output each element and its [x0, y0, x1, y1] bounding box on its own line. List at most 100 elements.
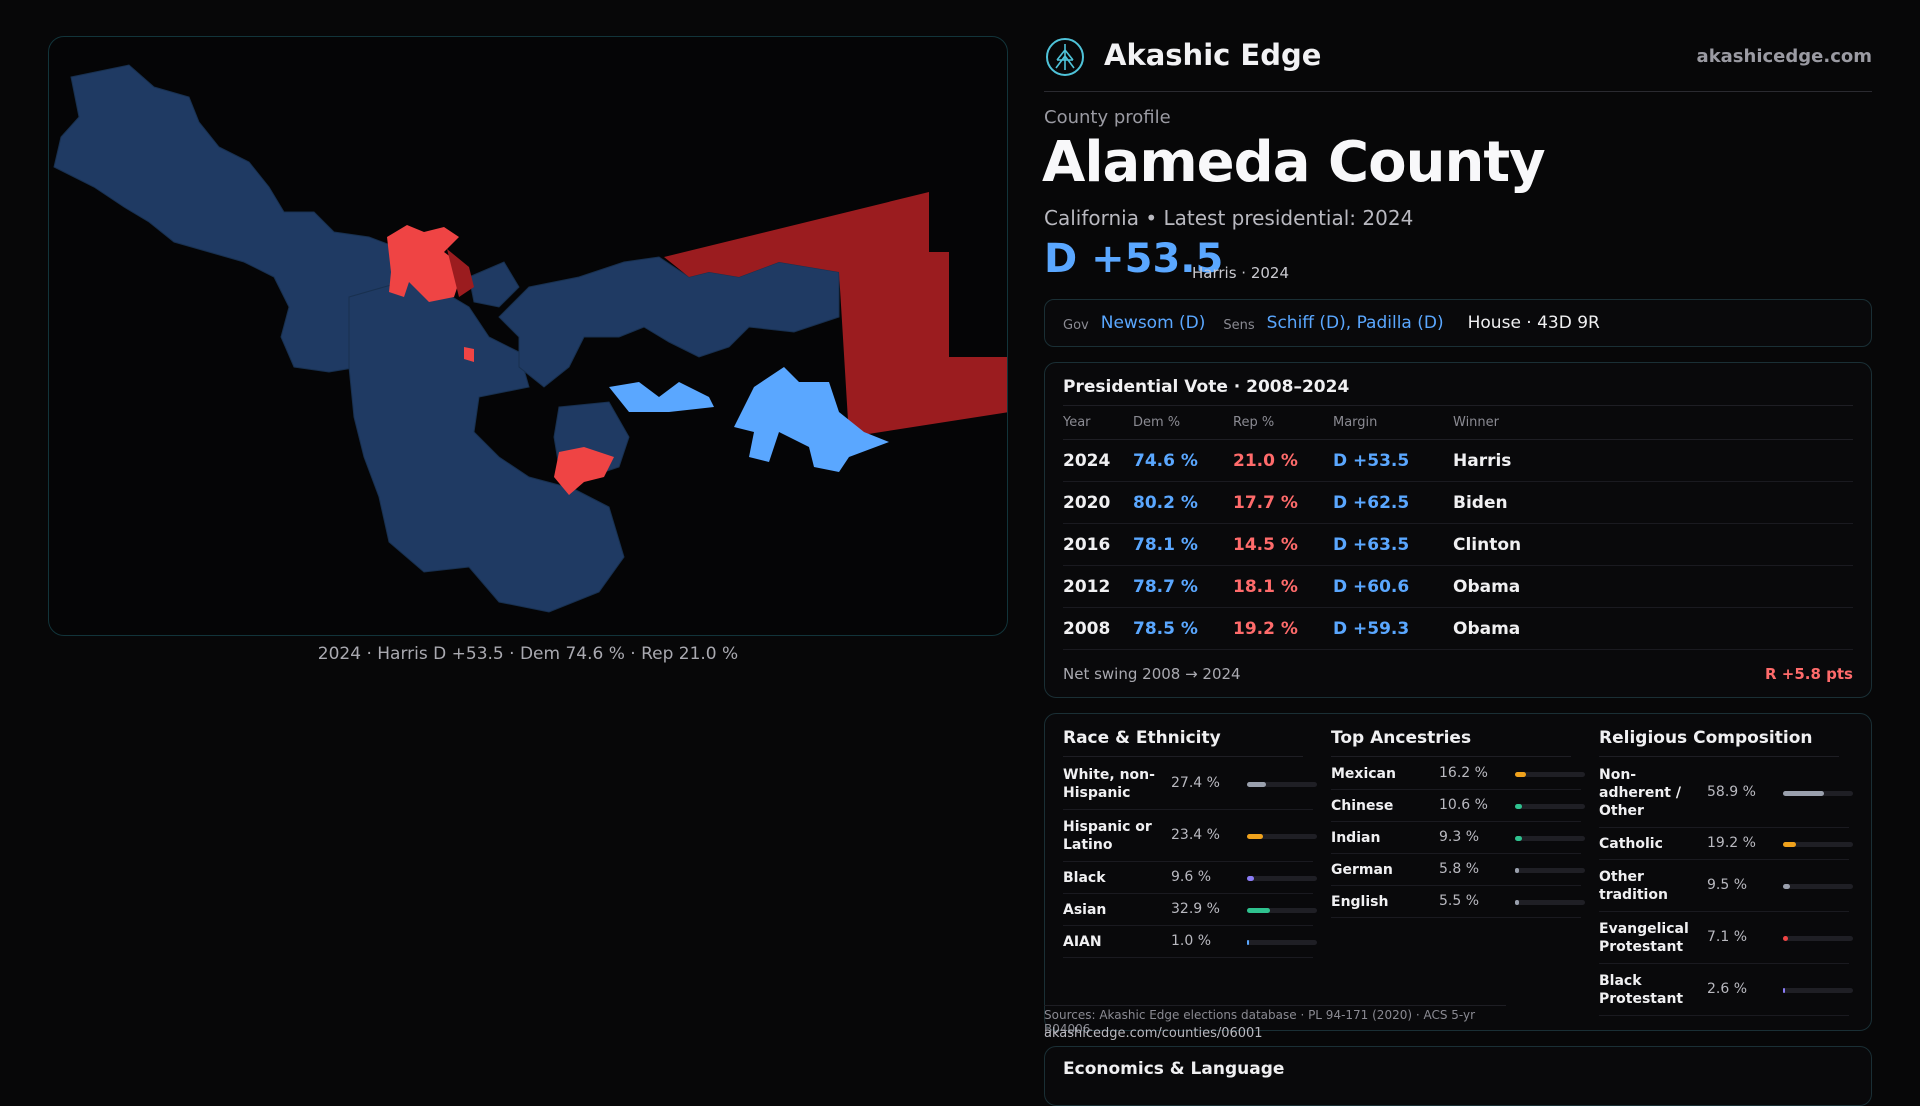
- latest-margin: D +53.5: [1044, 236, 1224, 282]
- demographic-label: Indian: [1331, 830, 1381, 846]
- tree-of-life-icon[interactable]: [1044, 36, 1086, 78]
- precinct-region-hills[interactable]: [468, 261, 520, 308]
- demographic-percent: 27.4 %: [1171, 775, 1220, 791]
- governor-value: Newsom (D): [1100, 313, 1206, 333]
- cell-dem: 80.2 %: [1133, 481, 1233, 524]
- demographic-label: Black Protestant: [1599, 973, 1684, 1007]
- cell-winner: Clinton: [1453, 523, 1853, 566]
- cell-year: 2024: [1063, 439, 1133, 482]
- demographic-bar-fill: [1783, 790, 1825, 796]
- cell-margin: D +63.5: [1333, 523, 1453, 566]
- demographic-percent: 9.6 %: [1171, 869, 1212, 885]
- demographic-bar-fill: [1247, 907, 1271, 913]
- net-swing-label: Net swing 2008 → 2024: [1063, 665, 1241, 683]
- demographic-bar-fill: [1515, 803, 1523, 809]
- site-domain-link[interactable]: akashicedge.com: [1696, 46, 1872, 67]
- precinct-region-east[interactable]: [498, 256, 840, 388]
- demographic-label: English: [1331, 894, 1389, 910]
- precinct-region-central[interactable]: [348, 276, 625, 613]
- demographic-row: Black 9.6 %: [1063, 862, 1317, 894]
- demographic-bar-track: [1515, 835, 1585, 841]
- col-margin: Margin: [1333, 405, 1453, 440]
- page-title: Alameda County: [1042, 130, 1546, 195]
- demographic-bar-track: [1783, 935, 1853, 941]
- demographic-row: Indian 9.3 %: [1331, 822, 1585, 854]
- demographic-label: Evangelical Protestant: [1599, 921, 1689, 955]
- precinct-region-rep-east[interactable]: [664, 192, 1008, 437]
- demographic-bar-track: [1247, 781, 1317, 787]
- demographic-row: Chinese 10.6 %: [1331, 790, 1585, 822]
- precinct-region-rep-north[interactable]: [387, 225, 464, 302]
- demographic-row: Asian 32.9 %: [1063, 894, 1317, 926]
- precinct-region-dem-light-1[interactable]: [609, 382, 714, 412]
- table-row: 2020 80.2 % 17.7 % D +62.5 Biden: [1063, 481, 1853, 524]
- demographic-percent: 5.5 %: [1439, 893, 1480, 909]
- demographic-bar-track: [1247, 939, 1317, 945]
- cell-rep: 17.7 %: [1233, 481, 1333, 524]
- race-title: Race & Ethnicity: [1063, 728, 1221, 748]
- site-header: Akashic Edge akashicedge.com: [1044, 36, 1872, 92]
- cell-rep: 18.1 %: [1233, 565, 1333, 608]
- demographic-row: German 5.8 %: [1331, 854, 1585, 886]
- cell-year: 2020: [1063, 481, 1133, 524]
- table-header-row: Year Dem % Rep % Margin Winner: [1063, 405, 1853, 440]
- demographic-bar-fill: [1515, 867, 1520, 873]
- cell-rep: 14.5 %: [1233, 523, 1333, 566]
- precinct-region-rep-mid[interactable]: [464, 347, 474, 362]
- demographic-bar-track: [1515, 771, 1585, 777]
- col-winner: Winner: [1453, 405, 1853, 440]
- demographic-bar-fill: [1247, 781, 1267, 787]
- demographic-percent: 32.9 %: [1171, 901, 1220, 917]
- demographic-row: Catholic 19.2 %: [1599, 828, 1853, 860]
- cell-margin: D +53.5: [1333, 439, 1453, 482]
- demographic-bar-track: [1247, 833, 1317, 839]
- presidential-vote-card: Presidential Vote · 2008–2024 Year Dem %…: [1044, 362, 1872, 698]
- demographic-label: Non-adherent / Other: [1599, 767, 1681, 819]
- demographic-label: White, non-Hispanic: [1063, 767, 1155, 801]
- demographic-percent: 9.5 %: [1707, 877, 1748, 893]
- precinct-map-svg: [53, 64, 1008, 613]
- demographic-percent: 1.0 %: [1171, 933, 1212, 949]
- ancestry-title: Top Ancestries: [1331, 728, 1472, 748]
- demographic-bar-fill: [1247, 875, 1254, 881]
- demographic-label: Hispanic or Latino: [1063, 819, 1152, 853]
- demographic-percent: 23.4 %: [1171, 827, 1220, 843]
- senators-key: Sens: [1223, 317, 1255, 333]
- county-precinct-map[interactable]: [48, 36, 1008, 636]
- demographic-percent: 10.6 %: [1439, 797, 1488, 813]
- demographic-percent: 16.2 %: [1439, 765, 1488, 781]
- demographic-row: Hispanic or Latino 23.4 %: [1063, 810, 1317, 862]
- demographic-bar-track: [1515, 899, 1585, 905]
- demographic-bar-track: [1783, 883, 1853, 889]
- precinct-region-dem-light-2[interactable]: [734, 367, 889, 472]
- demographic-bar-track: [1247, 907, 1317, 913]
- senators-value: Schiff (D), Padilla (D): [1266, 313, 1444, 333]
- demographic-row: White, non-Hispanic 27.4 %: [1063, 758, 1317, 810]
- demographic-label: Black: [1063, 870, 1106, 886]
- demographic-label: Mexican: [1331, 766, 1396, 782]
- county-subtitle: California • Latest presidential: 2024: [1044, 206, 1414, 230]
- demographic-label: Catholic: [1599, 836, 1663, 852]
- cell-year: 2016: [1063, 523, 1133, 566]
- demographics-card: Race & Ethnicity White, non-Hispanic 27.4…: [1044, 713, 1872, 1031]
- demographic-bar-track: [1515, 803, 1585, 809]
- source-url-link[interactable]: akashicedge.com/counties/06001: [1044, 1026, 1263, 1041]
- demographic-label: Other tradition: [1599, 869, 1668, 903]
- demographic-bar-fill: [1783, 841, 1797, 847]
- demographic-bar-fill: [1783, 883, 1790, 889]
- table-row: 2016 78.1 % 14.5 % D +63.5 Clinton: [1063, 523, 1853, 566]
- demographic-bar-fill: [1247, 833, 1264, 839]
- brand-name[interactable]: Akashic Edge: [1104, 38, 1322, 72]
- cell-dem: 74.6 %: [1133, 439, 1233, 482]
- demographic-bar-fill: [1515, 771, 1527, 777]
- map-caption: 2024 · Harris D +53.5 · Dem 74.6 % · Rep…: [317, 644, 739, 664]
- map-shapes: [53, 64, 1008, 613]
- precinct-region-rep-north-dark[interactable]: [447, 249, 474, 297]
- demographic-row: Non-adherent / Other 58.9 %: [1599, 758, 1853, 828]
- precinct-region-rep-south[interactable]: [554, 447, 614, 495]
- demographic-row: AIAN 1.0 %: [1063, 926, 1317, 958]
- demographic-row: Black Protestant 2.6 %: [1599, 964, 1853, 1016]
- cell-margin: D +60.6: [1333, 565, 1453, 608]
- net-swing-value: R +5.8 pts: [1765, 665, 1853, 683]
- cell-dem: 78.1 %: [1133, 523, 1233, 566]
